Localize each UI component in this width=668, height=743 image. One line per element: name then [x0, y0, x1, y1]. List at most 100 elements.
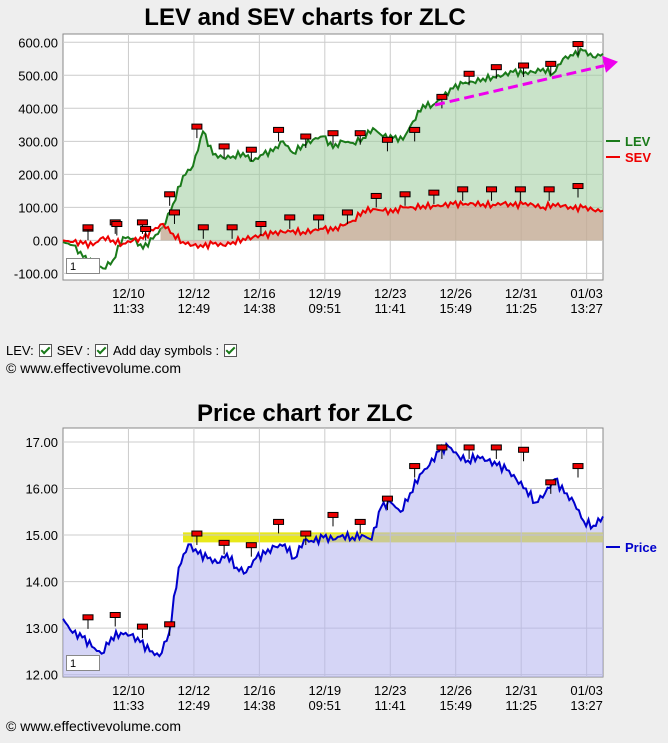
series-line-sev: [62, 198, 604, 251]
day-symbol-flag: [518, 62, 530, 69]
price-chart-title: Price chart for ZLC: [197, 400, 413, 427]
price-chart: Price chart for ZLC 17.00 16.00 15.00 14.00…: [25, 400, 656, 713]
day-symbol-flag: [381, 136, 393, 143]
day-symbol-flag: [463, 70, 475, 77]
day-symbol-flag: [168, 209, 180, 216]
x-tick-date: 12/23: [374, 286, 407, 301]
lev-sev-day-symbols: [82, 41, 584, 241]
day-symbol-flag: [518, 446, 530, 453]
x-tick-time: 11:25: [505, 698, 537, 713]
price-day-symbols: [82, 444, 584, 639]
x-tick-time: 09:51: [309, 698, 342, 713]
x-tick-date: 12/12: [178, 683, 211, 698]
day-symbol-flag: [273, 518, 285, 525]
lev-sev-series: [62, 47, 604, 270]
lev-sev-legend: LEV SEV: [606, 134, 651, 165]
day-symbol-flag: [436, 444, 448, 451]
x-tick-date: 12/26: [439, 683, 472, 698]
lev-sev-zoom-input[interactable]: 1: [66, 258, 100, 274]
day-symbol-flag: [218, 143, 230, 150]
y-tick-label: 600.00: [18, 35, 58, 50]
day-symbol-flag: [226, 224, 238, 231]
legend-lev-label: LEV: [625, 134, 651, 149]
x-tick-time: 11:33: [113, 698, 145, 713]
day-symbol-flag: [428, 189, 440, 196]
x-tick-time: 15:49: [439, 301, 472, 316]
day-symbol-flag: [490, 64, 502, 71]
x-tick-date: 12/10: [112, 683, 145, 698]
day-symbol-flag: [572, 463, 584, 470]
copyright-top: © www.effectivevolume.com: [6, 360, 182, 376]
x-tick-time: 11:41: [374, 301, 406, 316]
area-fill-sev: [160, 201, 603, 249]
day-symbol-flag: [82, 614, 94, 621]
lev-sev-y-axis: 600.00 500.00 400.00 300.00 200.00 100.00 0.00…: [14, 35, 58, 281]
day-symbol-flag: [545, 479, 557, 486]
day-symbol-flag: [136, 623, 148, 630]
day-symbol-flag: [381, 495, 393, 502]
day-symbol-flag: [572, 41, 584, 48]
day-symbol-flag: [463, 444, 475, 451]
day-symbol-flag: [140, 225, 152, 232]
x-tick-date: 12/10: [112, 286, 145, 301]
y-tick-label: 300.00: [18, 134, 58, 149]
chart-controls: LEV: SEV : Add day symbols :: [6, 342, 239, 358]
sev-toggle-label: SEV :: [56, 342, 90, 358]
x-tick-time: 12:49: [178, 301, 211, 316]
price-legend: Price: [606, 540, 657, 555]
y-tick-label: 15.00: [25, 528, 58, 543]
day-symbol-flag: [300, 530, 312, 537]
legend-sev-label: SEV: [625, 150, 651, 165]
x-tick-date: 12/16: [243, 286, 276, 301]
price-series: [62, 441, 604, 677]
day-symbol-flag: [341, 209, 353, 216]
lev-toggle-label: LEV:: [6, 342, 34, 358]
y-tick-label: 13.00: [25, 621, 58, 636]
day-symbol-flag: [514, 186, 526, 193]
x-tick-time: 14:38: [243, 301, 276, 316]
x-tick-date: 12/26: [439, 286, 472, 301]
day-symbol-flag: [218, 539, 230, 546]
x-tick-date: 12/19: [309, 286, 342, 301]
x-tick-time: 13:27: [570, 301, 603, 316]
day-symbol-flag: [109, 611, 121, 618]
day-symbol-flag: [399, 191, 411, 198]
day-symbol-flag: [486, 186, 498, 193]
sev-checkbox[interactable]: [94, 343, 108, 357]
x-tick-time: 11:25: [505, 301, 537, 316]
y-tick-label: 0.00: [33, 233, 58, 248]
y-tick-label: 500.00: [18, 68, 58, 83]
y-tick-label: -100.00: [14, 266, 58, 281]
day-symbol-flag: [327, 511, 339, 518]
day-symbols-label: Add day symbols :: [112, 342, 220, 358]
lev-sev-chart: LEV and SEV charts for ZLC 600.00 500.00 4…: [14, 4, 651, 316]
price-y-axis: 17.00 16.00 15.00 14.00 13.00 12.00: [25, 435, 58, 683]
x-tick-date: 12/31: [505, 286, 538, 301]
trend-arrow-line: [434, 64, 605, 107]
area-fill-lev: [160, 48, 603, 241]
y-tick-label: 400.00: [18, 101, 58, 116]
x-tick-time: 11:41: [374, 698, 406, 713]
y-tick-label: 16.00: [25, 482, 58, 497]
day-symbol-flag: [545, 60, 557, 67]
day-symbol-flag: [164, 191, 176, 198]
day-symbol-flag: [572, 183, 584, 190]
price-zoom-input[interactable]: 1: [66, 655, 100, 671]
day-symbol-flag: [436, 93, 448, 100]
x-tick-time: 14:38: [243, 698, 276, 713]
copyright-bottom: © www.effectivevolume.com: [6, 718, 182, 734]
day-symbol-flag: [164, 621, 176, 628]
lev-checkbox[interactable]: [38, 343, 52, 357]
trend-arrow-head: [602, 55, 618, 73]
x-tick-date: 12/19: [309, 683, 342, 698]
lev-sev-chart-title: LEV and SEV charts for ZLC: [144, 4, 465, 31]
day-symbol-flag: [543, 186, 555, 193]
day-symbol-flag: [82, 224, 94, 231]
x-tick-date: 01/03: [570, 286, 603, 301]
day-symbols-checkbox[interactable]: [224, 343, 238, 357]
day-symbol-flag: [354, 130, 366, 137]
day-symbol-flag: [245, 146, 257, 153]
trend-arrow: [434, 55, 618, 107]
y-tick-label: 100.00: [18, 200, 58, 215]
day-symbol-flag: [255, 221, 267, 228]
